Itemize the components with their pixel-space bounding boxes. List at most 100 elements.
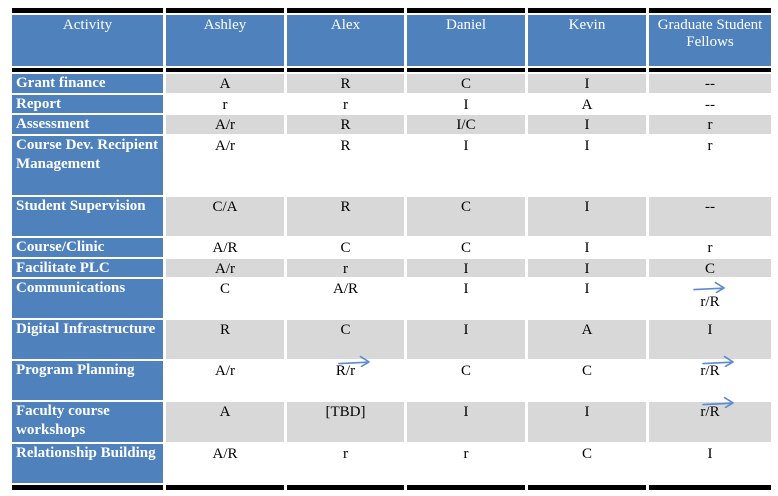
assignment-with-arrow: r/R [700,355,735,381]
activity-cell: Assessment [12,115,163,134]
assignment-cell: r [649,238,771,257]
table-border-segment [528,8,646,13]
table-border-segment [407,8,525,13]
assignment-cell: I [407,402,525,442]
assignment-value: r/R [700,404,720,420]
assignment-cell: A/r [166,259,284,277]
table-border-segment [407,68,525,72]
activity-cell: Student Supervision [12,197,163,236]
assignment-value: R/r [335,363,356,379]
assignment-cell: C [407,238,525,257]
assignment-cell: R [287,115,404,134]
assignment-cell: A/R [166,444,284,483]
assignment-cell: A/R [287,279,404,318]
assignment-cell: r [649,136,771,195]
table-border-segment [12,68,163,72]
assignment-with-arrow: r/R [693,280,727,312]
assignment-cell: r [287,95,404,113]
column-header-alex: Alex [287,15,404,66]
assignment-cell: I [407,95,525,113]
activity-cell: Facilitate PLC [12,259,163,277]
assignment-cell: A [528,95,646,113]
assignment-cell: R/r [287,355,404,400]
assignment-cell: A/R [166,238,284,257]
assignment-cell: C [407,74,525,93]
right-arrow-icon [338,355,370,367]
assignment-cell: C/A [166,197,284,236]
assignment-cell: I [528,238,646,257]
assignment-cell: I [528,279,646,318]
activity-cell: Grant finance [12,74,163,93]
table-border-segment [166,485,284,490]
assignment-cell: C [528,444,646,483]
assignment-cell: A/r [166,115,284,134]
assignment-value: r/R [700,363,720,379]
assignment-cell: I [528,136,646,195]
assignment-with-arrow: r/R [700,396,735,422]
assignment-cell: C [649,259,771,277]
assignment-cell: I [407,259,525,277]
assignment-cell: I [528,74,646,93]
assignment-value: r/R [700,294,720,310]
assignment-cell: r [407,444,525,483]
assignment-cell: R [166,320,284,359]
table-border-segment [12,8,163,13]
assignment-cell: I [407,136,525,195]
activity-cell: Faculty course workshops [12,402,163,442]
activity-cell: Relationship Building [12,444,163,483]
assignment-cell: r [287,444,404,483]
assignment-cell: C [528,361,646,400]
assignment-cell: -- [649,74,771,93]
assignment-cell: I [407,320,525,359]
table-border-segment [287,8,404,13]
assignment-cell: r/R [649,396,771,442]
table-border-segment [287,68,404,72]
table-border-segment [649,68,771,72]
assignment-cell: r/R [649,279,771,318]
column-header-kevin: Kevin [528,15,646,66]
right-arrow-icon [702,396,735,408]
column-header-activity: Activity [12,15,163,66]
table-border-segment [649,485,771,490]
assignment-cell: r [287,259,404,277]
activity-cell: Report [12,95,163,113]
table-border-segment [528,68,646,72]
table-border-segment [166,68,284,72]
assignment-cell: I [528,115,646,134]
assignment-cell: I [528,402,646,442]
assignment-cell: r [649,115,771,134]
assignment-with-arrow: R/r [335,355,370,381]
assignment-cell: A [166,74,284,93]
assignment-cell: C [407,361,525,400]
assignment-cell: I [528,259,646,277]
assignment-cell: A/r [166,136,284,195]
right-arrow-icon [702,355,735,367]
column-header-daniel: Daniel [407,15,525,66]
assignment-cell: C [287,238,404,257]
column-header-ashley: Ashley [166,15,284,66]
activity-cell: Course Dev. Recipient Management [12,136,163,195]
column-header-graduate-student-fellows: Graduate Student Fellows [649,15,771,66]
assignment-cell: [TBD] [287,402,404,442]
table-border-segment [649,8,771,13]
table-border-segment [407,485,525,490]
assignment-cell: R [287,197,404,236]
assignment-cell: A/r [166,361,284,400]
table-border-segment [528,485,646,490]
activity-cell: Communications [12,279,163,318]
raci-table: Activity Ashley Alex Daniel Kevin Graduate St… [12,8,771,490]
assignment-cell: I [528,197,646,236]
assignment-cell: I/C [407,115,525,134]
table-border-segment [166,8,284,13]
assignment-cell: R [287,74,404,93]
activity-cell: Digital Infrastructure [12,320,163,359]
right-arrow-icon [693,281,725,293]
assignment-cell: C [407,197,525,236]
table-border-segment [287,485,404,490]
assignment-cell: C [287,320,404,359]
assignment-cell: C [166,279,284,318]
assignment-cell: r [166,95,284,113]
activity-cell: Program Planning [12,361,163,400]
table-border-segment [12,485,163,490]
